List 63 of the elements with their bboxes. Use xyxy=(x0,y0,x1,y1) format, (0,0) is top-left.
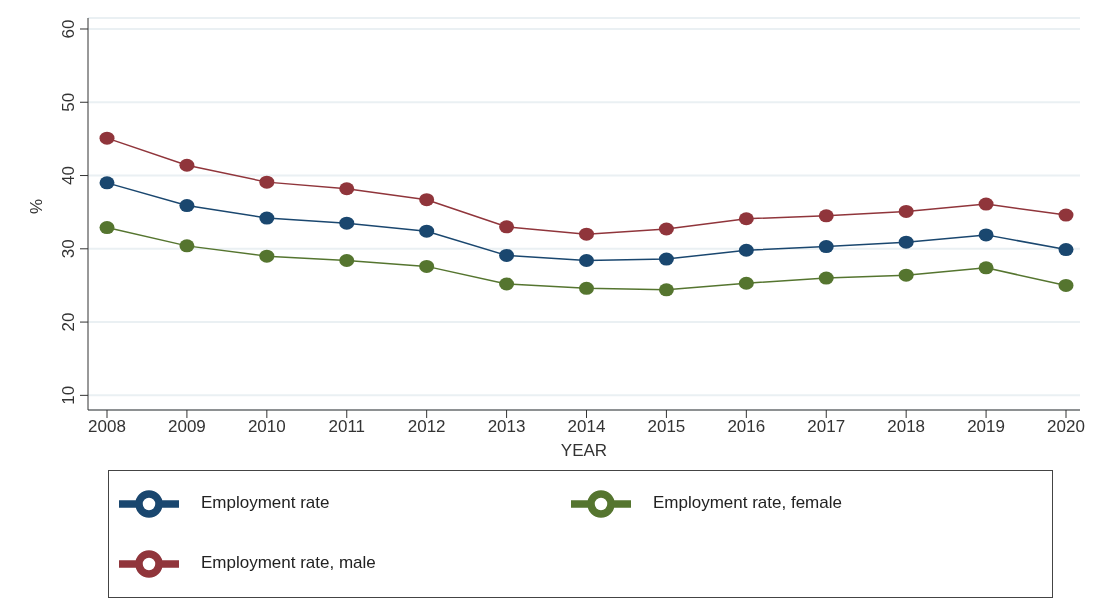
point xyxy=(499,277,515,291)
x-tick-label: 2013 xyxy=(487,417,526,437)
y-tick-label: 60 xyxy=(59,19,78,39)
x-axis-title: YEAR xyxy=(560,441,608,460)
point xyxy=(339,216,355,230)
point xyxy=(658,252,674,266)
point xyxy=(658,283,674,297)
point xyxy=(898,268,914,282)
point xyxy=(898,235,914,249)
point xyxy=(818,240,834,254)
legend-label: Employment rate, male xyxy=(201,553,377,574)
point xyxy=(978,197,994,211)
point xyxy=(898,204,914,218)
point xyxy=(738,276,754,290)
point xyxy=(179,199,195,213)
x-tick-label: 2020 xyxy=(1047,417,1085,437)
x-tick-label: 2011 xyxy=(328,417,366,437)
point xyxy=(738,212,754,226)
point xyxy=(99,221,115,235)
point xyxy=(978,228,994,242)
x-tick-label: 2010 xyxy=(247,417,286,437)
point xyxy=(99,176,115,190)
x-tick-label: 2014 xyxy=(567,417,606,437)
y-axis-title: % xyxy=(27,198,47,214)
point xyxy=(419,193,435,207)
point xyxy=(339,254,355,268)
point xyxy=(1058,208,1074,222)
x-tick-label: 2009 xyxy=(168,417,206,437)
legend-label: Employment rate, female xyxy=(653,493,843,514)
point xyxy=(179,158,195,172)
point xyxy=(499,220,515,234)
point xyxy=(339,182,355,196)
legend-label: Employment rate xyxy=(201,493,331,514)
x-tick-label: 2016 xyxy=(727,417,766,437)
point xyxy=(259,175,275,189)
x-tick-label: 2012 xyxy=(407,417,446,437)
point xyxy=(499,248,515,262)
point xyxy=(579,227,594,241)
point xyxy=(259,211,275,225)
y-tick-label: 30 xyxy=(59,239,78,259)
x-tick-label: 2018 xyxy=(887,417,926,437)
y-tick-label: 40 xyxy=(59,166,78,185)
point xyxy=(818,271,834,285)
point xyxy=(419,224,435,238)
point xyxy=(179,239,195,253)
point xyxy=(579,254,594,268)
point xyxy=(259,249,275,263)
y-tick-label: 20 xyxy=(59,312,78,332)
point xyxy=(579,281,594,295)
y-tick-label: 50 xyxy=(59,92,78,112)
point xyxy=(738,243,754,257)
point xyxy=(658,222,674,236)
x-tick-label: 2017 xyxy=(807,417,846,437)
point xyxy=(978,261,994,275)
x-tick-label: 2008 xyxy=(88,417,126,437)
x-tick-label: 2019 xyxy=(967,417,1005,437)
point xyxy=(1058,278,1074,292)
y-tick-label: 10 xyxy=(59,385,78,405)
point xyxy=(1058,243,1074,257)
point xyxy=(99,131,115,145)
point xyxy=(419,259,435,273)
x-tick-label: 2015 xyxy=(647,417,686,437)
point xyxy=(818,209,834,223)
